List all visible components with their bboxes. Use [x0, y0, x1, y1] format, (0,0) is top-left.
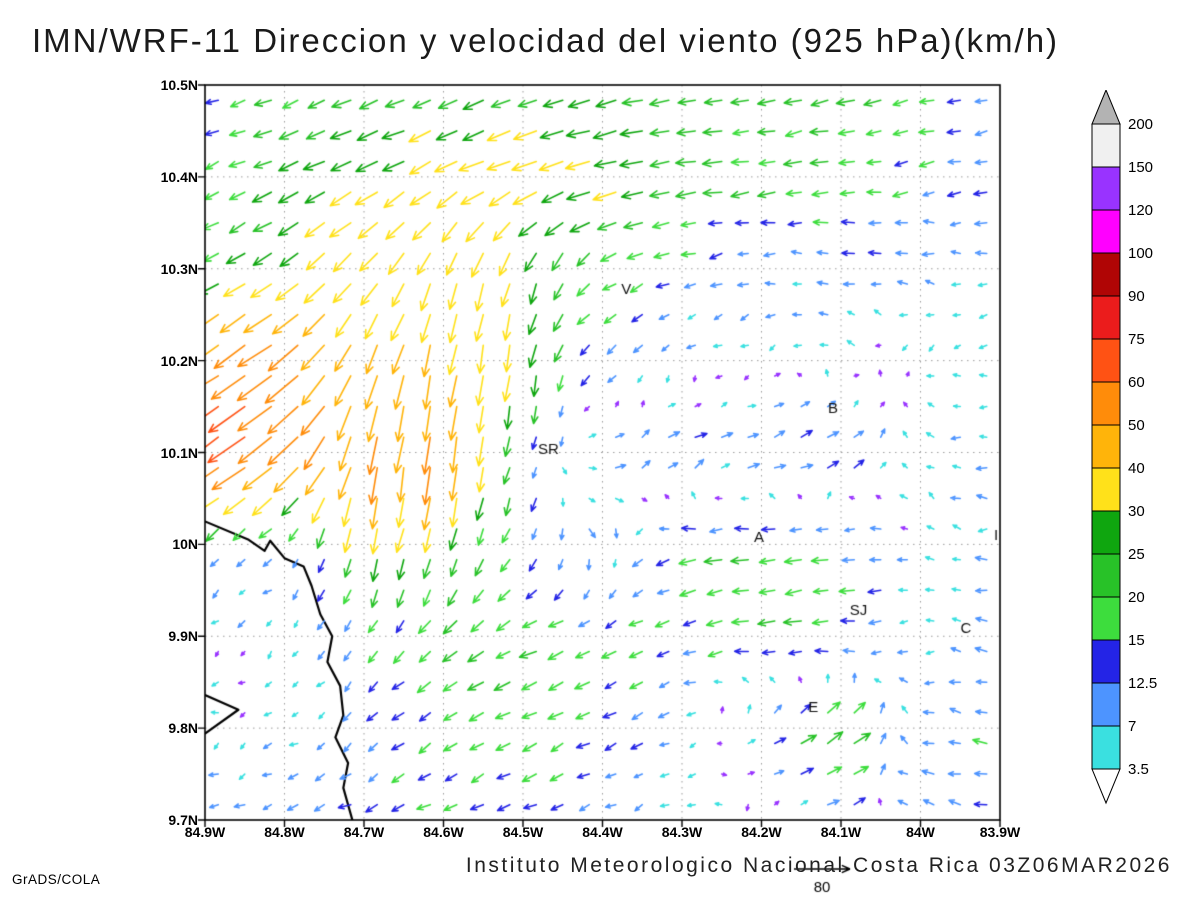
- x-tick-label: 84.8W: [264, 824, 305, 840]
- colorbar-top-triangle: [1091, 90, 1121, 125]
- colorbar-band: [1091, 725, 1121, 770]
- colorbar-label: 20: [1128, 589, 1145, 606]
- x-tick-label: 84.3W: [661, 824, 703, 840]
- colorbar-label: 100: [1128, 245, 1153, 262]
- colorbar-band: [1091, 639, 1121, 684]
- colorbar-label: 60: [1128, 374, 1145, 391]
- y-tick-label: 10.4N: [160, 168, 198, 185]
- x-tick-label: 84.6W: [423, 824, 464, 840]
- x-tick-label: 84.5W: [502, 824, 544, 840]
- y-tick-label: 10N: [172, 536, 198, 553]
- colorbar-band: [1091, 123, 1121, 168]
- y-tick-label: 10.2N: [160, 352, 198, 369]
- colorbar-band: [1091, 381, 1121, 426]
- y-tick-label: 9.9N: [168, 628, 198, 645]
- y-tick-label: 10.3N: [160, 260, 198, 277]
- y-tick-label: 9.7N: [168, 812, 198, 828]
- colorbar-band: [1091, 467, 1121, 512]
- colorbar-band: [1091, 553, 1121, 598]
- colorbar-label: 25: [1128, 546, 1145, 563]
- colorbar-band: [1091, 682, 1121, 727]
- colorbar-band: [1091, 510, 1121, 555]
- footer-caption: Instituto Meteorologico Nacional Costa R…: [465, 854, 1172, 877]
- x-tick-label: 84.1W: [820, 824, 862, 840]
- colorbar-band: [1091, 166, 1121, 211]
- colorbar-label: 200: [1128, 116, 1153, 133]
- colorbar-label: 75: [1128, 331, 1145, 348]
- colorbar-band: [1091, 295, 1121, 340]
- colorbar-band: [1091, 424, 1121, 469]
- colorbar-label: 120: [1128, 202, 1153, 219]
- colorbar-label: 12.5: [1128, 675, 1157, 692]
- colorbar-label: 50: [1128, 417, 1145, 434]
- colorbar-label: 15: [1128, 632, 1145, 649]
- colorbar-band: [1091, 596, 1121, 641]
- y-tick-label: 9.8N: [168, 720, 198, 737]
- y-tick-label: 10.1N: [160, 444, 198, 461]
- x-tick-label: 84.2W: [741, 824, 782, 840]
- x-tick-label: 84.4W: [582, 824, 623, 840]
- wind-speed-colorbar-legend: 200 150 120 100 90 75 60 50 40 30 25 20 15 12.5 7 3.5: [1091, 90, 1157, 805]
- colorbar-band: [1091, 209, 1121, 254]
- colorbar-label: 90: [1128, 288, 1145, 305]
- colorbar-band: [1091, 252, 1121, 297]
- x-tick-label: 84.9W: [184, 824, 226, 840]
- colorbar-label: 3.5: [1128, 761, 1149, 778]
- colorbar-band: [1091, 338, 1121, 383]
- colorbar-label: 150: [1128, 159, 1153, 176]
- x-tick-label: 83.9W: [979, 824, 1021, 840]
- colorbar-label: 40: [1128, 460, 1145, 477]
- x-tick-label: 84.7W: [343, 824, 385, 840]
- x-tick-label: 84W: [906, 824, 935, 840]
- chart-title: IMN/WRF-11 Direccion y velocidad del vie…: [32, 22, 1060, 59]
- grads-cola-credit: GrADS/COLA: [12, 872, 101, 887]
- y-tick-label: 10.5N: [160, 77, 198, 93]
- colorbar-bottom-triangle: [1091, 768, 1121, 805]
- colorbar-label: 7: [1128, 718, 1136, 735]
- colorbar-label: 30: [1128, 503, 1145, 520]
